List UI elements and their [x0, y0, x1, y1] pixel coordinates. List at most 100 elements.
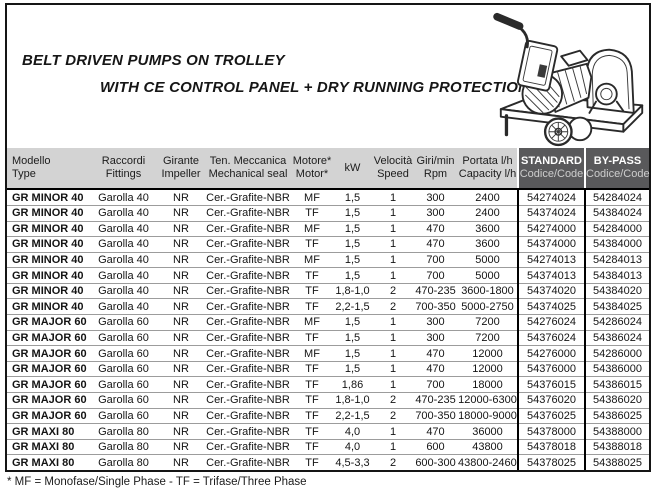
cell-motor: MF	[292, 314, 332, 331]
cell-standard-code: 54376024	[517, 329, 585, 346]
cell-impeller: NR	[158, 423, 204, 440]
table-row: GR MINOR 40 Garolla 40 NR Cer.-Grafite-N…	[7, 251, 649, 268]
header-cell-rpm: Giri/min Rpm	[413, 148, 458, 191]
cell-impeller: NR	[158, 220, 204, 237]
cell-mechanical-seal: Cer.-Grafite-NBR	[204, 298, 292, 315]
cell-speed: 1	[373, 360, 413, 377]
footnote: * MF = Monofase/Single Phase - TF = Trif…	[7, 476, 307, 488]
cell-speed: 1	[373, 251, 413, 268]
cell-model: GR MINOR 40	[7, 188, 89, 206]
table-row: GR MAJOR 60 Garolla 60 NR Cer.-Grafite-N…	[7, 314, 649, 331]
cell-standard-code: 54376020	[517, 392, 585, 409]
cell-fittings: Garolla 60	[89, 376, 158, 393]
table-row: GR MINOR 40 Garolla 40 NR Cer.-Grafite-N…	[7, 267, 649, 284]
cell-impeller: NR	[158, 329, 204, 346]
cell-impeller: NR	[158, 376, 204, 393]
cell-capacity: 7200	[458, 314, 518, 331]
cell-rpm: 700-350	[413, 298, 458, 315]
cell-speed: 1	[373, 220, 413, 237]
cell-rpm: 600-300	[413, 454, 458, 470]
cell-capacity: 12000	[458, 345, 518, 362]
cell-fittings: Garolla 60	[89, 329, 158, 346]
cell-standard-code: 54374000	[517, 236, 585, 253]
cell-bypass-code: 54284013	[584, 251, 649, 268]
cell-fittings: Garolla 60	[89, 392, 158, 409]
cell-motor: TF	[292, 454, 332, 470]
cell-motor: TF	[292, 438, 332, 455]
cell-bypass-code: 54384024	[584, 204, 649, 221]
cell-capacity: 2400	[458, 188, 518, 206]
cell-speed: 2	[373, 407, 413, 424]
cell-speed: 1	[373, 314, 413, 331]
header-sublabel: Rpm	[423, 168, 448, 181]
cell-speed: 1	[373, 329, 413, 346]
cell-speed: 1	[373, 188, 413, 206]
cell-mechanical-seal: Cer.-Grafite-NBR	[204, 438, 292, 455]
cell-kw: 4,0	[332, 423, 373, 440]
cell-bypass-code: 54388025	[584, 454, 649, 470]
header-cell-model: Modello Type	[7, 148, 89, 191]
cell-mechanical-seal: Cer.-Grafite-NBR	[204, 251, 292, 268]
page-title: BELT DRIVEN PUMPS ON TROLLEY WITH CE CON…	[22, 52, 529, 96]
header-label: kW	[344, 161, 361, 174]
cell-rpm: 470	[413, 236, 458, 253]
cell-kw: 1,5	[332, 345, 373, 362]
pump-trolley-drawing-icon	[493, 12, 644, 147]
table-row: GR MINOR 40 Garolla 40 NR Cer.-Grafite-N…	[7, 298, 649, 315]
cell-bypass-code: 54384020	[584, 282, 649, 299]
cell-mechanical-seal: Cer.-Grafite-NBR	[204, 282, 292, 299]
cell-model: GR MAJOR 60	[7, 392, 89, 409]
cell-bypass-code: 54286024	[584, 314, 649, 331]
cell-speed: 2	[373, 454, 413, 470]
cell-rpm: 700	[413, 376, 458, 393]
cell-kw: 1,5	[332, 220, 373, 237]
table-row: GR MAJOR 60 Garolla 60 NR Cer.-Grafite-N…	[7, 345, 649, 362]
table-row: GR MAXI 80 Garolla 80 NR Cer.-Grafite-NB…	[7, 454, 649, 470]
table-row: GR MINOR 40 Garolla 40 NR Cer.-Grafite-N…	[7, 220, 649, 237]
cell-standard-code: 54378000	[517, 423, 585, 440]
cell-model: GR MAJOR 60	[7, 345, 89, 362]
cell-kw: 1,8-1,0	[332, 392, 373, 409]
cell-kw: 2,2-1,5	[332, 298, 373, 315]
cell-mechanical-seal: Cer.-Grafite-NBR	[204, 236, 292, 253]
cell-rpm: 300	[413, 329, 458, 346]
cell-motor: TF	[292, 423, 332, 440]
cell-capacity: 12000	[458, 360, 518, 377]
cell-mechanical-seal: Cer.-Grafite-NBR	[204, 345, 292, 362]
header-cell-motor: Motore* Motor*	[292, 148, 332, 191]
header-cell-speed: Velocità Speed	[373, 148, 413, 191]
table-row: GR MAJOR 60 Garolla 60 NR Cer.-Grafite-N…	[7, 329, 649, 346]
header-sublabel: Motor*	[295, 168, 329, 181]
cell-mechanical-seal: Cer.-Grafite-NBR	[204, 204, 292, 221]
cell-rpm: 600	[413, 438, 458, 455]
cell-standard-code: 54374020	[517, 282, 585, 299]
cell-rpm: 300	[413, 314, 458, 331]
cell-rpm: 470	[413, 423, 458, 440]
cell-speed: 1	[373, 376, 413, 393]
header-label: Motore*	[292, 155, 332, 168]
header-sublabel: Codice/Code	[519, 168, 584, 181]
cell-standard-code: 54276000	[517, 345, 585, 362]
cell-bypass-code: 54388000	[584, 423, 649, 440]
cell-motor: TF	[292, 376, 332, 393]
cell-impeller: NR	[158, 314, 204, 331]
cell-impeller: NR	[158, 407, 204, 424]
cell-motor: TF	[292, 360, 332, 377]
cell-kw: 1,5	[332, 267, 373, 284]
cell-impeller: NR	[158, 188, 204, 206]
cell-speed: 2	[373, 282, 413, 299]
cell-standard-code: 54374013	[517, 267, 585, 284]
cell-model: GR MAXI 80	[7, 423, 89, 440]
cell-capacity: 43800	[458, 438, 518, 455]
header-sublabel: Speed	[377, 168, 409, 181]
cell-model: GR MINOR 40	[7, 204, 89, 221]
header-cell-fittings: Raccordi Fittings	[89, 148, 158, 191]
cell-mechanical-seal: Cer.-Grafite-NBR	[204, 423, 292, 440]
cell-standard-code: 54276024	[517, 314, 585, 331]
cell-kw: 1,5	[332, 329, 373, 346]
cell-kw: 1,8-1,0	[332, 282, 373, 299]
cell-impeller: NR	[158, 438, 204, 455]
cell-capacity: 5000	[458, 267, 518, 284]
cell-mechanical-seal: Cer.-Grafite-NBR	[204, 267, 292, 284]
